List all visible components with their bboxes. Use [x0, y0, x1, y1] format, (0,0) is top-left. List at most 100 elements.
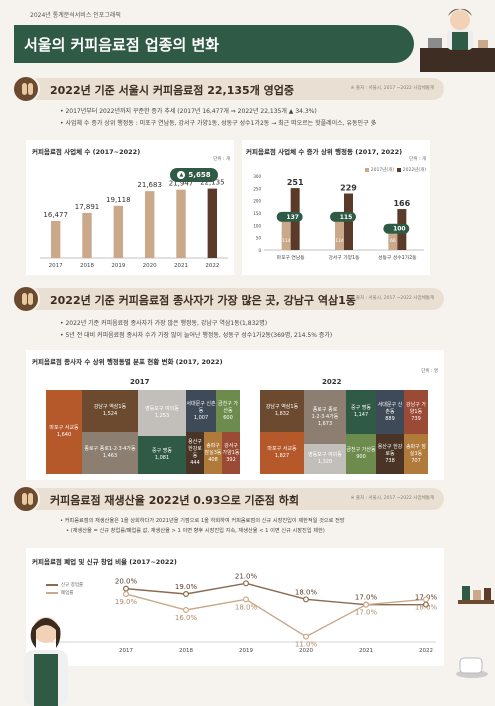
- treemap-cell: 중구 명동 1,081: [138, 436, 186, 474]
- chart3-point: [303, 633, 310, 640]
- chart2-tick-label: 강서구 가양1동: [328, 254, 360, 261]
- legend-label: 폐업률: [61, 591, 74, 596]
- section3-title: 커피음료점 재생산율 2022년 0.93으로 기준점 하회: [50, 494, 299, 507]
- treemap-cell: 영등포구 여의동 1,253: [138, 390, 186, 436]
- page-title: 서울의 커피음료점 업종의 변화: [24, 36, 220, 54]
- treemap-cell-label: 강남구 역삼1동: [265, 404, 299, 410]
- treemap-2017: 마포구 서교동 1,640 강남구 역삼1동 1,524 종로구 종로1·2·3·4가동…: [46, 390, 240, 474]
- treemap-year-2022: 2022: [322, 378, 342, 386]
- section2-title: 2022년 기준 커피음료점 종사자가 가장 많은 곳, 강남구 역삼1동: [50, 294, 356, 307]
- chart2-title: 커피음료점 사업체 수 증가 상위 행정동 (2017, 2022): [246, 148, 403, 156]
- section2-bullet: 5년 전 대비 커피음료점 종사자 수가 가장 많이 늘어난 행정동, 성동구 …: [60, 330, 332, 342]
- treemap-cell: 종로구 종로1·2·3·4가동 1,463: [82, 432, 138, 474]
- chart1-title: 커피음료점 사업체 수 (2017~2022): [32, 148, 141, 156]
- chart3-value-label: 19.0%: [115, 598, 138, 606]
- treemap-cell: 강남구 역삼1동 1,832: [260, 390, 304, 432]
- treemap-cell-value: 738: [385, 457, 395, 464]
- chart1-value-label: 19,118: [106, 196, 131, 204]
- treemap-cell: 금천구 가산동 600: [216, 390, 240, 432]
- chart3-svg: 20.0% 19.0% 21.0% 18.0% 17.0% 17.0% 19.0% 16.0%…: [46, 572, 438, 654]
- chart3-series-line: [125, 582, 426, 606]
- chart3-value-label: 17.0%: [355, 609, 378, 617]
- chart3-point: [363, 601, 370, 608]
- chart2-y-tick: 250: [253, 186, 261, 191]
- treemap-cell: 중구 명동 1,147: [346, 390, 376, 434]
- chart2-bar: [335, 221, 344, 250]
- treemap-cell-label: 종로구 종로1·2·3·4가동: [311, 406, 339, 420]
- chart3-value-label: 18.0%: [295, 588, 318, 596]
- treemap-cell-value: 1,007: [193, 414, 209, 421]
- chart2-increase-badge: [276, 211, 303, 222]
- chart3-tick-label: 2019: [239, 648, 253, 654]
- chart3-value-label: 19.0%: [175, 583, 198, 591]
- coffee-bean-icon: [12, 75, 40, 103]
- section3-bullet: (재생산율 = 신규 창업률/폐업률 값, 재생산율 > 1 이면 향후 시장진…: [60, 526, 460, 536]
- treemap-cell-value: 1,463: [102, 453, 118, 459]
- treemap-cell-value: 739: [411, 415, 421, 422]
- section2-source: ※ 출처 : 서울시, 2017 ~2022 사업체통계: [350, 296, 434, 301]
- treemap-cell: 송파구 잠실3동 408: [204, 432, 222, 474]
- chart1-bar: [113, 205, 124, 258]
- section1-bullet: 사업체 수 증가 상위 행정동 : 미포구 연남동, 강서구 가양1동, 성동구…: [60, 118, 376, 130]
- chart3-value-label: 11.0%: [295, 641, 318, 649]
- chart2-bar: [281, 221, 291, 250]
- treemap-cell-label: 송파구 잠실3동: [204, 442, 222, 456]
- chart3-point: [183, 606, 190, 613]
- chart3-value-label: 17.0%: [355, 594, 378, 602]
- chart3-value-label: 18.0%: [415, 603, 438, 611]
- treemap-cell: 종로구 종로1·2·3·4가동 1,673: [304, 390, 346, 444]
- treemap-cell: 서대문구 신촌동 889: [376, 390, 404, 434]
- chart1-bar: [50, 220, 61, 258]
- chart2-increase-label: 115: [340, 214, 353, 221]
- chart3-value-label: 21.0%: [235, 572, 258, 580]
- treemap-cell-value: 444: [190, 460, 200, 466]
- treemap-cell-value: 1,320: [317, 459, 333, 465]
- treemap-cell-label: 영등포구 여의동: [145, 406, 179, 412]
- treemap-title: 커피음료점 종사자 수 상위 행정동별 분포 현황 변화 (2017, 2022…: [32, 358, 223, 366]
- chart3-point: [122, 585, 129, 592]
- section1-title: 2022년 기준 서울시 커피음료점 22,135개 영업중: [50, 84, 295, 97]
- legend-close: 폐업률: [46, 590, 73, 596]
- treemap-cell-value: 1,147: [353, 412, 369, 418]
- chart1-bar: [144, 191, 155, 258]
- barista-illustration: [420, 8, 495, 72]
- chart2-y-tick: 100: [253, 223, 261, 228]
- chart2-tick-label: 마포구 연남동: [277, 254, 306, 261]
- treemap-cell: 마포구 서교동 1,827: [260, 432, 304, 474]
- chart1-tick-label: 2019: [111, 263, 125, 269]
- treemap-cell-label: 강서구 가양1동: [222, 442, 240, 456]
- chart3-point: [183, 590, 190, 597]
- barista-bottom-illustration: [24, 617, 68, 706]
- chart2-unit: 단위 : 개: [409, 157, 426, 162]
- chart1-value-label: 17,891: [75, 203, 100, 211]
- treemap-cell: 영등포구 여의동 1,320: [304, 444, 346, 474]
- treemap-year-2017: 2017: [130, 378, 150, 386]
- chart2-increase-label: 100: [393, 226, 406, 233]
- chart1-tick-label: 2020: [143, 263, 157, 269]
- legend-swatch: [396, 168, 401, 172]
- treemap-cell: 금천구 가산동 900: [346, 434, 376, 474]
- treemap-cell: 용산구 한강로동 444: [186, 432, 204, 474]
- chart3-tick-label: 2017: [119, 648, 133, 654]
- chart2-y-tick: 0: [258, 248, 261, 253]
- section1-bullet: 2017년부터 2022년까지 꾸준한 증가 추세 (2017년 16,477개…: [60, 106, 377, 118]
- chart2-y-tick: 200: [253, 199, 261, 204]
- legend-swatch: [46, 584, 58, 586]
- chart2-y-tick: 300: [253, 174, 261, 179]
- chart1-tick-label: 2017: [49, 263, 63, 269]
- title-banner: [14, 25, 414, 63]
- section3-bullet: 커피음료점의 재생산율은 1을 상회하다가 2021년을 기점으로 1을 하회하…: [60, 516, 460, 526]
- chart1-bar: [176, 189, 186, 258]
- treemap-cell-label: 종로구 종로1·2·3·4가동: [84, 446, 136, 452]
- chart3-tick-label: 2022: [419, 648, 433, 654]
- chart3-point: [122, 590, 129, 597]
- treemap-cell-label: 금천구 가산동: [218, 400, 238, 414]
- legend-label: 신규 창업률: [61, 583, 84, 588]
- treemap-cell-label: 금천구 가산동: [346, 447, 376, 453]
- chart3-title: 커피음료점 폐업 및 신규 창업 비율 (2017~2022): [32, 558, 177, 566]
- treemap-cell-value: 1,524: [102, 411, 118, 417]
- legend-swatch: [46, 592, 58, 594]
- legend-new: 신규 창업률: [46, 582, 83, 588]
- chart3-value-label: 18.0%: [235, 603, 258, 611]
- treemap-cell-value: 600: [223, 414, 233, 421]
